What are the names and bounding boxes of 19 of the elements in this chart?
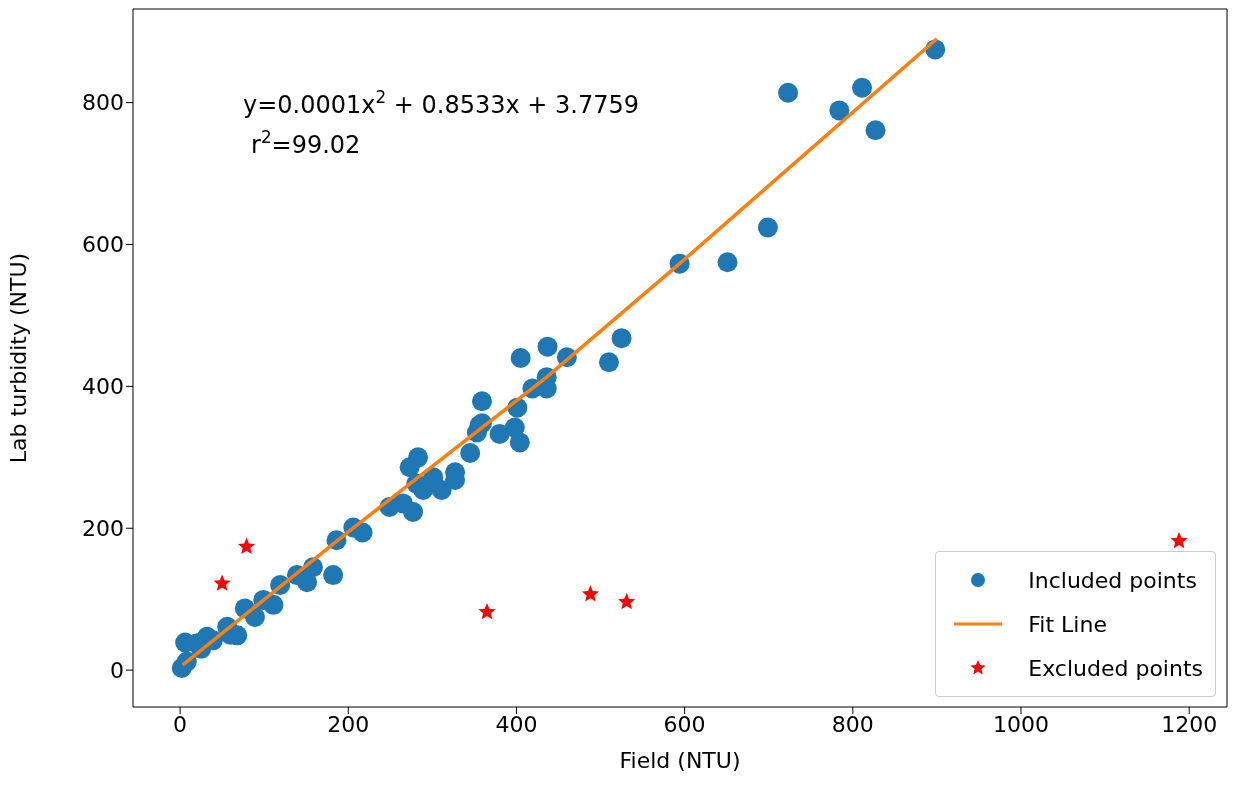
x-tick-label: 600 <box>663 711 706 737</box>
x-tick-label: 1200 <box>1161 711 1218 737</box>
x-tick-label: 0 <box>173 711 188 737</box>
x-tick-label: 400 <box>495 711 538 737</box>
annotation: r$^{2}$=99.02 <box>251 127 361 159</box>
y-tick-label: 200 <box>82 516 124 542</box>
y-tick-label: 800 <box>82 90 124 116</box>
legend-label: Fit Line <box>1028 611 1107 637</box>
legend-label: Included points <box>1028 567 1197 593</box>
x-axis-title: Field (NTU) <box>619 748 741 773</box>
x-tick-label: 800 <box>831 711 874 737</box>
y-tick-label: 600 <box>82 232 124 258</box>
y-axis-title: Lab turbidity (NTU) <box>5 252 31 464</box>
x-tick-label: 200 <box>327 711 370 737</box>
y-tick-label: 400 <box>82 374 124 400</box>
y-tick-label: 0 <box>110 657 124 683</box>
legend-label: Excluded points <box>1028 655 1203 681</box>
x-tick-label: 1000 <box>992 711 1049 737</box>
annotation: y=0.0001x$^{2}$ + 0.8533x + 3.7759 <box>243 87 640 119</box>
